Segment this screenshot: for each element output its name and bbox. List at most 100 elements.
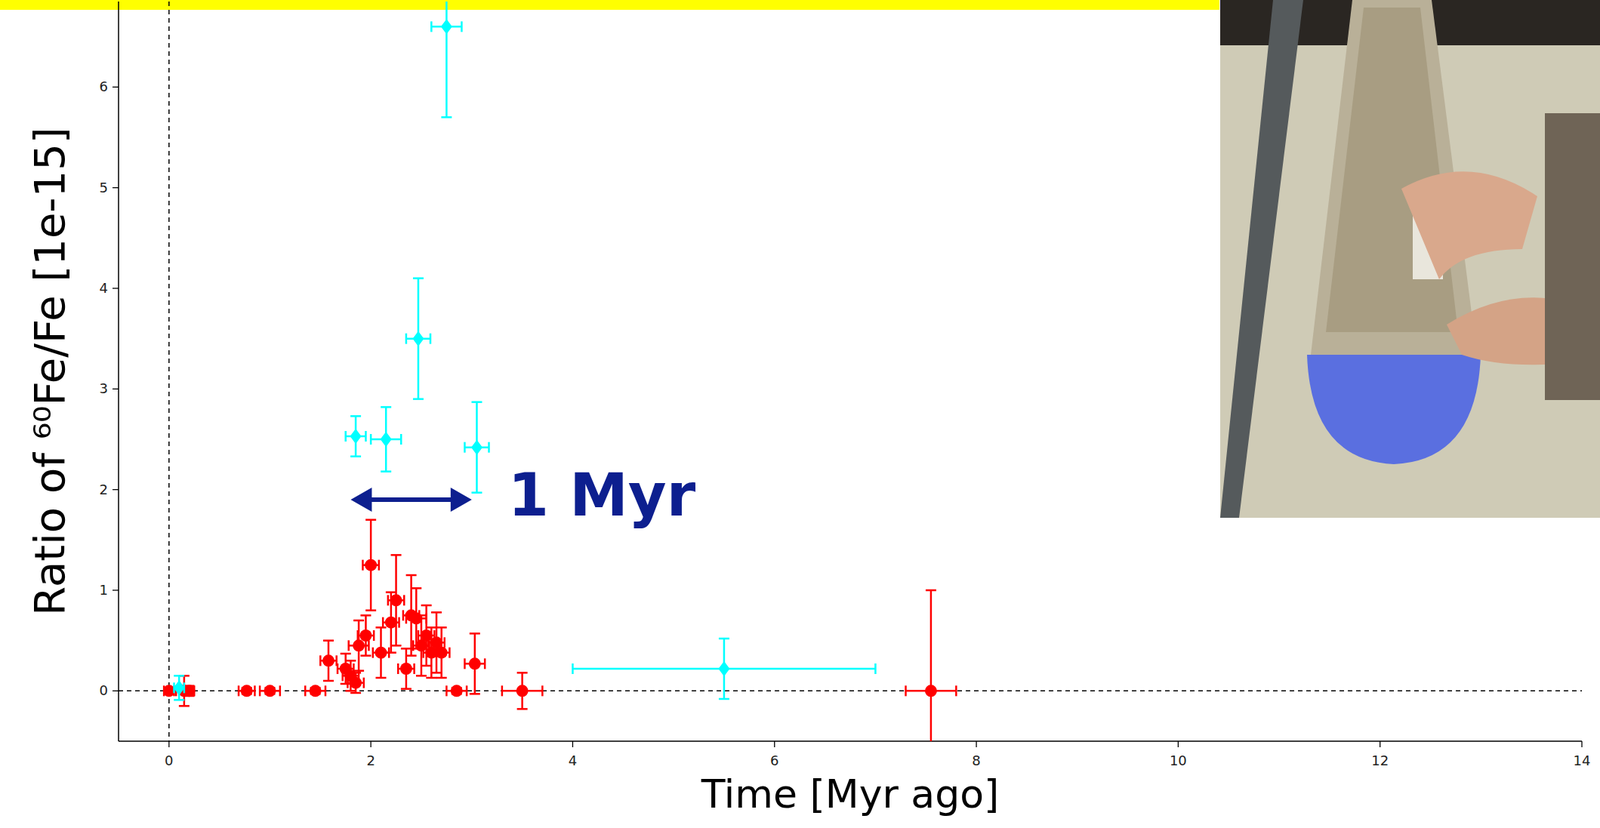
x-tick-label: 14 bbox=[1573, 752, 1591, 769]
x-error-bar bbox=[388, 594, 404, 606]
y-error-cap bbox=[173, 675, 185, 678]
y-error-cap bbox=[425, 677, 437, 680]
x-error-cap bbox=[324, 685, 327, 697]
y-error-cap bbox=[353, 669, 364, 673]
photo-rail bbox=[1220, 0, 1304, 518]
x-error-cap bbox=[405, 333, 408, 345]
x-error-cap bbox=[429, 333, 432, 345]
y-tick-label: 2 bbox=[99, 481, 108, 498]
x-error-cap bbox=[405, 613, 408, 624]
y-error-cap bbox=[385, 591, 397, 594]
x-error-cap bbox=[363, 678, 366, 689]
y-error-cap bbox=[517, 672, 528, 675]
x-error-cap bbox=[571, 663, 574, 675]
x-error-bar bbox=[446, 685, 467, 697]
arrow-head bbox=[350, 487, 372, 512]
y-error-cap bbox=[517, 708, 528, 711]
y-error-line bbox=[183, 675, 186, 706]
y-error-cap bbox=[718, 698, 730, 701]
series bbox=[173, 1, 876, 700]
x-axis-line bbox=[118, 740, 1582, 743]
x-error-cap bbox=[253, 685, 256, 697]
y-error-cap bbox=[360, 614, 371, 617]
series bbox=[163, 520, 957, 742]
x-error-bar bbox=[464, 658, 485, 669]
x-error-bar bbox=[357, 630, 374, 642]
y-tick-label: 6 bbox=[99, 78, 108, 95]
y-error-cap bbox=[350, 415, 361, 418]
arrow-shaft bbox=[365, 497, 457, 503]
x-error-bar bbox=[238, 685, 255, 697]
y-error-cap bbox=[469, 693, 481, 696]
y-error-cap bbox=[471, 491, 482, 494]
y-error-cap bbox=[391, 644, 402, 648]
y-tick bbox=[112, 388, 119, 390]
point bbox=[322, 654, 335, 667]
y-tick-label: 0 bbox=[99, 682, 108, 699]
point bbox=[516, 684, 529, 697]
x-error-bar bbox=[305, 685, 326, 697]
x-tick bbox=[168, 741, 170, 748]
y-error-cap bbox=[340, 653, 352, 656]
y-axis-line bbox=[117, 1, 120, 742]
x-error-cap bbox=[397, 617, 401, 629]
x-error-bar bbox=[259, 685, 281, 697]
point bbox=[718, 661, 730, 677]
y-error-cap bbox=[350, 692, 361, 695]
photo-core-inner bbox=[1325, 7, 1459, 333]
x-error-cap bbox=[412, 640, 415, 651]
point bbox=[173, 680, 185, 696]
point bbox=[352, 639, 365, 652]
x-error-cap bbox=[465, 685, 469, 697]
y-tick bbox=[112, 690, 119, 692]
y-error-line bbox=[930, 590, 933, 742]
y-error-bar bbox=[350, 672, 361, 694]
point bbox=[240, 684, 253, 697]
y-error-line bbox=[445, 1, 448, 118]
y-error-cap bbox=[416, 675, 427, 678]
x-error-cap bbox=[373, 630, 376, 642]
y-error-bar bbox=[353, 620, 364, 672]
x-error-bar bbox=[397, 663, 414, 675]
y-error-cap bbox=[380, 470, 392, 473]
y-error-bar bbox=[376, 627, 387, 679]
x-tick-label: 6 bbox=[770, 752, 779, 769]
y-error-cap bbox=[436, 626, 448, 629]
x-error-cap bbox=[904, 685, 907, 697]
x-tick bbox=[773, 741, 775, 748]
y-error-cap bbox=[353, 619, 364, 623]
x-error-cap bbox=[279, 685, 282, 697]
x-error-cap bbox=[400, 434, 403, 445]
y-error-bar bbox=[440, 1, 452, 118]
y-error-bar bbox=[517, 672, 528, 710]
y-error-cap bbox=[376, 677, 387, 680]
x-error-cap bbox=[347, 640, 350, 651]
x-tick-label: 8 bbox=[971, 752, 981, 769]
x-error-cap bbox=[387, 594, 390, 606]
y-error-cap bbox=[410, 587, 422, 590]
y-error-cap bbox=[440, 116, 452, 119]
y-error-bar bbox=[380, 406, 392, 472]
y-error-cap bbox=[431, 672, 442, 675]
y-error-cap bbox=[416, 614, 427, 617]
x-tick bbox=[1581, 741, 1582, 748]
y-error-bar bbox=[471, 402, 482, 494]
y-error-cap bbox=[413, 277, 424, 280]
hline bbox=[118, 690, 1582, 693]
point bbox=[412, 331, 424, 347]
x-error-cap bbox=[955, 685, 958, 697]
x-error-cap bbox=[874, 663, 877, 675]
x-tick-label: 0 bbox=[164, 752, 173, 769]
y-tick-label: 5 bbox=[99, 179, 108, 196]
x-error-bar bbox=[906, 685, 957, 697]
x-error-bar bbox=[433, 647, 450, 659]
y-tick bbox=[112, 187, 119, 189]
axes: 024681012140123456 bbox=[99, 1, 1591, 769]
y-error-cap bbox=[718, 638, 730, 641]
photo-sleeve bbox=[1544, 113, 1600, 401]
point bbox=[375, 647, 388, 660]
x-error-cap bbox=[367, 640, 370, 651]
x-error-cap bbox=[413, 663, 416, 675]
point bbox=[400, 662, 413, 676]
photo-cap bbox=[1307, 354, 1481, 465]
